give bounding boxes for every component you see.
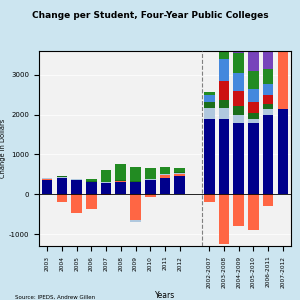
Text: Source: IPEDS, Andrew Gillen: Source: IPEDS, Andrew Gillen (15, 295, 95, 299)
Bar (71, 179, 82, 180)
Bar (278, 0, 288, 12)
Bar (219, 100, 229, 107)
Bar (278, 109, 288, 194)
Bar (263, 115, 274, 194)
Bar (174, 168, 185, 172)
Bar (86, 181, 97, 182)
Bar (263, 69, 274, 84)
Bar (130, 167, 141, 181)
Bar (145, 168, 156, 179)
Bar (219, 107, 229, 119)
Text: Change per Student, Four-Year Public Colleges: Change per Student, Four-Year Public Col… (32, 11, 268, 20)
Bar (263, 95, 274, 104)
Bar (263, 109, 274, 115)
Bar (233, 116, 244, 123)
Bar (263, 84, 274, 95)
Bar (278, 12, 288, 19)
Bar (248, 113, 259, 119)
Bar (86, 194, 97, 209)
Bar (219, 194, 229, 244)
Bar (219, 59, 229, 81)
Bar (233, 91, 244, 106)
Bar (71, 180, 82, 194)
Bar (71, 194, 82, 213)
Bar (263, 104, 274, 109)
Bar (278, 38, 288, 41)
Bar (233, 73, 244, 91)
Bar (160, 167, 170, 174)
Bar (42, 179, 52, 180)
Bar (145, 180, 156, 194)
Bar (101, 183, 111, 194)
Bar (248, 102, 259, 113)
Bar (233, 0, 244, 53)
Bar (219, 81, 229, 100)
Bar (56, 178, 67, 194)
Bar (278, 19, 288, 26)
Bar (248, 194, 259, 230)
Bar (219, 119, 229, 194)
Bar (145, 179, 156, 180)
Bar (56, 177, 67, 178)
Bar (56, 176, 67, 177)
Bar (101, 194, 111, 196)
Bar (278, 26, 288, 38)
Bar (248, 89, 259, 102)
Bar (248, 123, 259, 194)
Bar (56, 194, 67, 202)
Bar (101, 169, 111, 181)
Bar (219, 0, 229, 48)
Bar (130, 182, 141, 194)
Bar (174, 176, 185, 194)
Bar (204, 107, 214, 119)
Bar (248, 119, 259, 123)
Bar (248, 71, 259, 89)
Bar (204, 194, 214, 202)
Bar (116, 180, 126, 181)
Bar (233, 194, 244, 226)
Bar (219, 48, 229, 59)
Bar (101, 182, 111, 183)
Bar (86, 182, 97, 194)
Bar (263, 0, 274, 69)
Bar (116, 182, 126, 194)
Bar (278, 41, 288, 109)
Bar (116, 164, 126, 180)
Bar (160, 178, 170, 194)
Bar (130, 194, 141, 220)
Bar (145, 194, 156, 197)
X-axis label: Years: Years (155, 291, 175, 300)
Bar (174, 173, 185, 174)
Bar (130, 181, 141, 182)
Bar (233, 123, 244, 194)
Bar (233, 53, 244, 73)
Y-axis label: Change in Dollars: Change in Dollars (0, 119, 6, 178)
Bar (160, 175, 170, 178)
Bar (248, 2, 259, 71)
Bar (233, 106, 244, 116)
Bar (204, 102, 214, 107)
Bar (204, 95, 214, 102)
Bar (174, 174, 185, 176)
Bar (86, 179, 97, 181)
Bar (42, 180, 52, 194)
Bar (204, 92, 214, 95)
Bar (204, 119, 214, 194)
Bar (130, 220, 141, 222)
Bar (42, 178, 52, 179)
Bar (116, 181, 126, 182)
Bar (174, 172, 185, 173)
Bar (263, 194, 274, 206)
Bar (160, 174, 170, 175)
